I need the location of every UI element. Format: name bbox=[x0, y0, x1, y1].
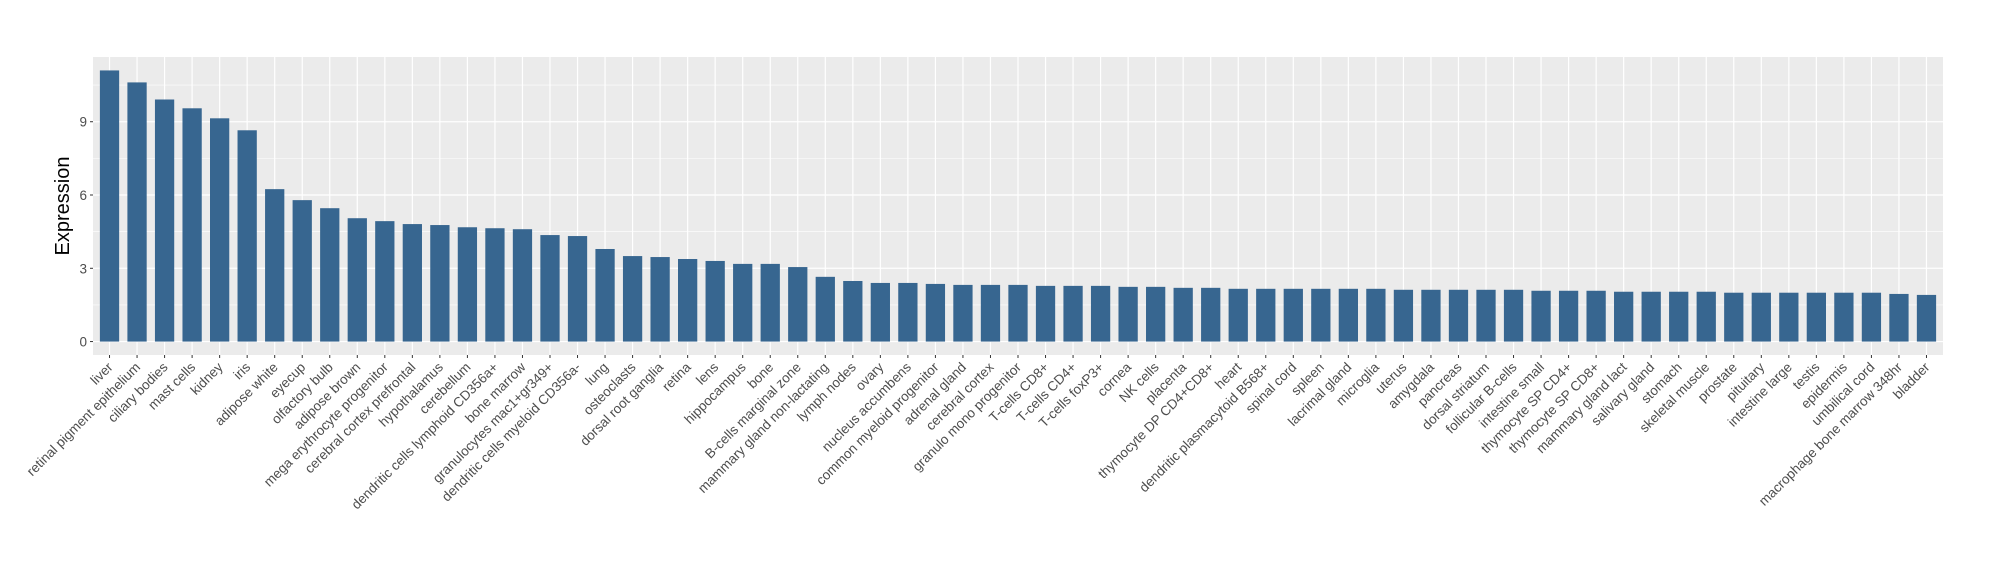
bar bbox=[733, 263, 753, 342]
bar bbox=[320, 208, 340, 342]
bar bbox=[870, 282, 890, 342]
bar bbox=[1311, 288, 1331, 342]
bar bbox=[788, 267, 808, 342]
bar bbox=[1669, 291, 1689, 342]
bar bbox=[1283, 288, 1303, 342]
bar bbox=[210, 118, 230, 342]
bar bbox=[678, 259, 698, 342]
bar bbox=[1724, 292, 1744, 342]
bar bbox=[402, 224, 422, 342]
x-tick-label: kidney bbox=[188, 359, 226, 397]
bar bbox=[980, 284, 1001, 342]
bar bbox=[457, 227, 478, 342]
bar bbox=[1558, 290, 1579, 342]
bar bbox=[1889, 293, 1909, 342]
bar bbox=[485, 228, 505, 342]
x-tick-label: retina bbox=[659, 359, 694, 394]
bar bbox=[1641, 291, 1661, 342]
bar bbox=[567, 236, 588, 342]
bar bbox=[182, 108, 202, 342]
bar bbox=[925, 283, 946, 342]
bar bbox=[1201, 287, 1221, 342]
bar bbox=[1503, 289, 1524, 342]
bar bbox=[1916, 294, 1937, 342]
y-axis: 0 3 6 9 bbox=[79, 115, 93, 350]
bar bbox=[430, 225, 450, 342]
bar bbox=[1531, 290, 1551, 342]
bar bbox=[1338, 288, 1358, 342]
bar bbox=[760, 263, 780, 342]
bar bbox=[898, 282, 918, 342]
bar bbox=[1146, 286, 1166, 342]
bar bbox=[1834, 292, 1854, 342]
bar bbox=[1751, 292, 1771, 342]
y-tick-label: 6 bbox=[79, 188, 87, 203]
bar bbox=[1063, 285, 1083, 342]
bar bbox=[953, 284, 973, 342]
y-tick-label: 9 bbox=[79, 115, 87, 130]
y-tick-label: 0 bbox=[79, 335, 87, 350]
bar bbox=[1035, 285, 1056, 342]
bar bbox=[1366, 288, 1386, 342]
bar bbox=[292, 200, 312, 342]
bar bbox=[1806, 292, 1826, 342]
bar bbox=[595, 248, 615, 342]
bar bbox=[815, 276, 835, 342]
bar bbox=[1118, 286, 1138, 342]
bar bbox=[154, 99, 175, 342]
bar bbox=[99, 70, 120, 342]
y-tick-label: 3 bbox=[79, 261, 87, 276]
bar bbox=[1448, 289, 1469, 342]
bar bbox=[127, 82, 147, 342]
bar bbox=[650, 257, 670, 342]
bar bbox=[1861, 292, 1882, 342]
bar bbox=[1476, 289, 1496, 342]
bar bbox=[1696, 291, 1716, 342]
bar bbox=[540, 235, 560, 342]
bar bbox=[265, 189, 285, 342]
bar bbox=[622, 256, 643, 342]
bar bbox=[1614, 291, 1634, 342]
y-axis-title: Expression bbox=[52, 157, 74, 256]
bar bbox=[705, 260, 725, 342]
bar bbox=[1779, 292, 1799, 342]
bar bbox=[375, 221, 395, 342]
bar bbox=[1393, 289, 1414, 342]
bar bbox=[512, 229, 533, 342]
bars bbox=[99, 70, 1937, 342]
bar bbox=[1421, 289, 1441, 342]
bar bbox=[1090, 285, 1111, 342]
bar bbox=[347, 218, 367, 342]
bar bbox=[1173, 287, 1193, 342]
bar bbox=[1008, 284, 1028, 342]
bar bbox=[237, 130, 257, 342]
x-tick-label: retinal pigment epithelium bbox=[24, 360, 143, 479]
bar bbox=[843, 280, 863, 342]
bar bbox=[1228, 288, 1248, 342]
bar bbox=[1256, 288, 1276, 342]
bar bbox=[1586, 290, 1606, 342]
